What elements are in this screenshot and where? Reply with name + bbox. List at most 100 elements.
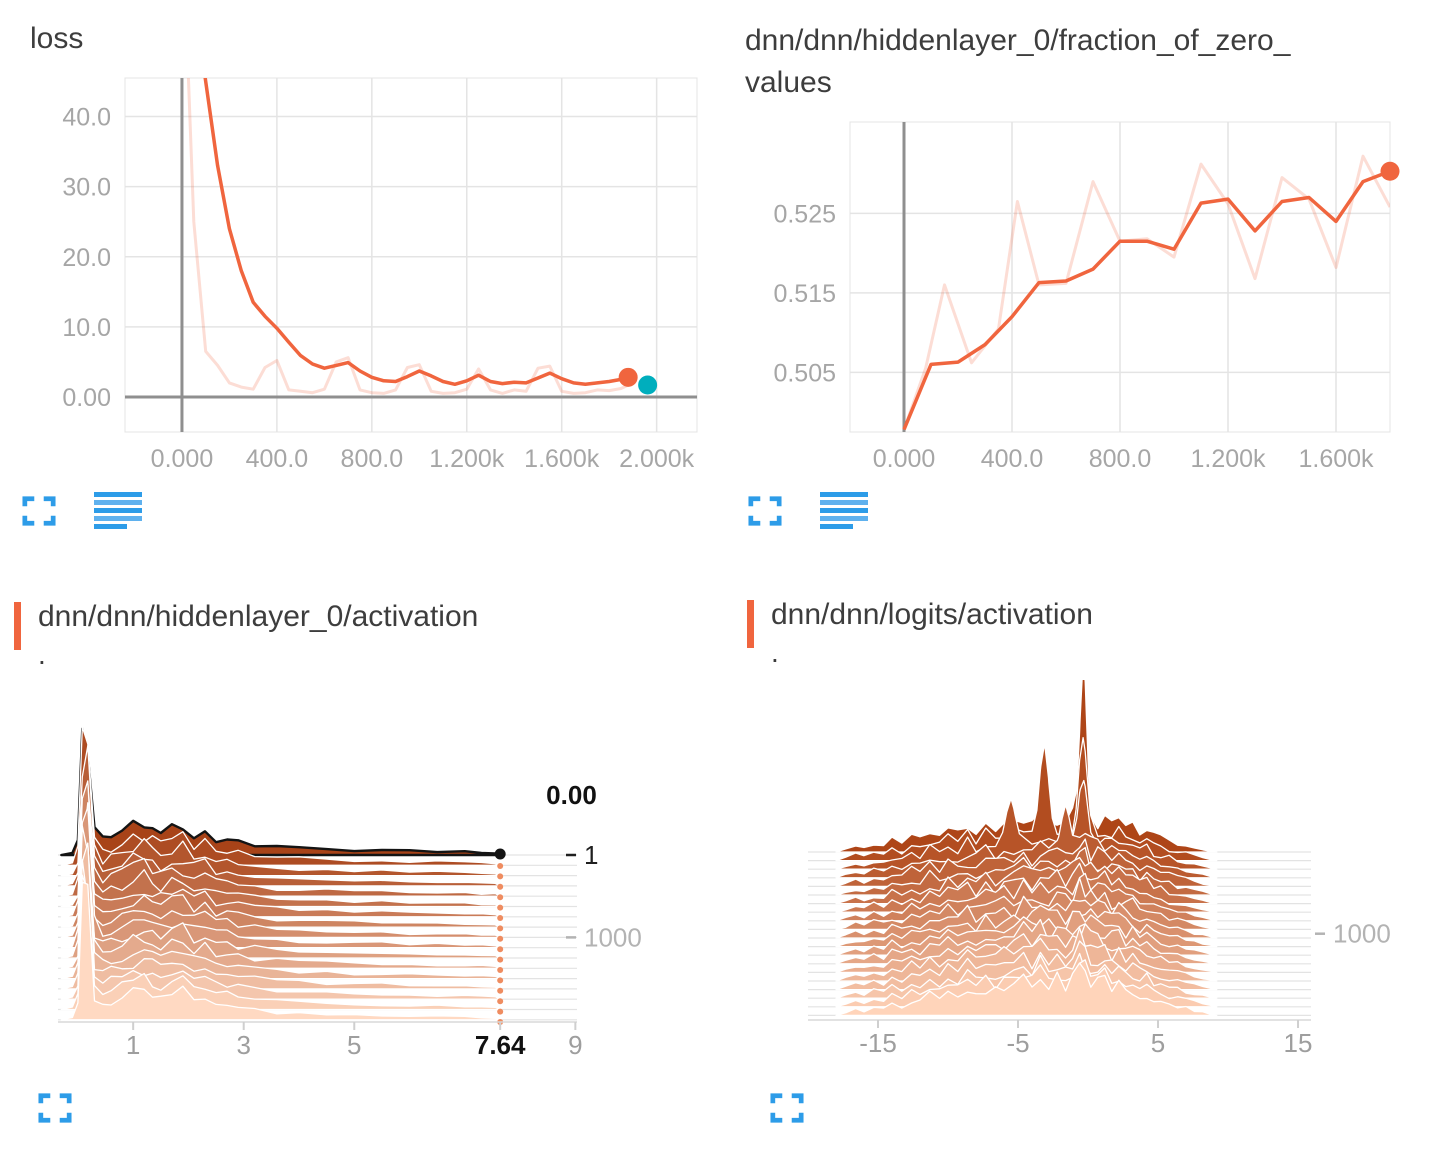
endpoint-dot[interactable] — [638, 375, 658, 395]
run-color-bar — [747, 600, 754, 648]
tick-label: 1.200k — [429, 445, 505, 473]
histogram-ridge[interactable] — [60, 842, 501, 990]
marker-dot — [497, 967, 504, 973]
tick-label: 800.0 — [341, 445, 404, 473]
series-smoothed — [902, 169, 1390, 431]
histogram-ridge[interactable] — [835, 962, 1218, 1017]
chart-title-hiddenlayer-activation: dnn/dnn/hiddenlayer_0/activation — [38, 600, 479, 633]
tick-label: 0.000 — [873, 445, 936, 473]
step-axis-label: 1000 — [1333, 919, 1391, 949]
tick-label: 5 — [347, 1030, 361, 1060]
tick-label: 1.600k — [524, 445, 600, 473]
marker-dot — [497, 935, 504, 942]
chart-subtitle: . — [38, 639, 46, 670]
histogram-ridge[interactable] — [835, 779, 1218, 870]
marker-dot — [497, 894, 504, 901]
marker-dot — [497, 998, 504, 1005]
marker-dot — [497, 977, 504, 984]
tick-label: 0.505 — [773, 359, 836, 387]
fullscreen-button[interactable] — [38, 1092, 72, 1124]
run-selector-button[interactable] — [94, 492, 142, 530]
run-color-bar — [14, 602, 21, 650]
marker-dot — [497, 925, 504, 932]
histogram-ridge-highlighted[interactable] — [60, 727, 502, 857]
chart-title-logits-activation: dnn/dnn/logits/activation — [771, 598, 1093, 631]
tick-label: 1 — [126, 1030, 140, 1060]
tick-label: -15 — [859, 1028, 897, 1058]
fullscreen-button[interactable] — [22, 495, 56, 527]
tick-label: 40.0 — [62, 104, 111, 132]
marker-dot — [497, 987, 504, 994]
run-selector-icon — [94, 492, 142, 529]
tick-label: 0.00 — [62, 384, 111, 412]
fullscreen-icon — [748, 496, 782, 526]
histogram-ridge[interactable] — [60, 798, 501, 908]
histogram-ridge[interactable] — [60, 874, 501, 1011]
histogram-ridge[interactable] — [60, 780, 501, 928]
histogram-ridge[interactable] — [60, 745, 501, 887]
marker-dot — [497, 863, 504, 869]
histogram-ridge[interactable] — [60, 859, 501, 1000]
histogram-ridge[interactable] — [60, 782, 501, 897]
tick-label: 400.0 — [246, 445, 309, 473]
tick-label: 1.200k — [1190, 445, 1266, 473]
chart-subtitle: . — [771, 637, 779, 668]
tick-label: 0.525 — [773, 200, 836, 228]
tick-label: 1.600k — [1298, 445, 1374, 473]
histogram-ridge[interactable] — [60, 726, 501, 866]
histogram-ridge[interactable] — [60, 781, 501, 877]
step-axis-label: 1000 — [584, 922, 642, 952]
endpoint-dot[interactable] — [1380, 161, 1400, 181]
histogram-ridge[interactable] — [60, 881, 501, 1021]
marker-dot — [497, 883, 504, 890]
histogram-ridge[interactable] — [60, 806, 501, 949]
tick-label: 10.0 — [62, 314, 111, 342]
loss-canvas[interactable]: 40.0 30.0 20.0 10.0 0.00 0.000 400.0 800.0 1.200… — [0, 60, 723, 485]
tick-label: 800.0 — [1089, 445, 1152, 473]
tick-label: 30.0 — [62, 174, 111, 202]
tick-label: -5 — [1006, 1028, 1029, 1058]
histogram-ridge[interactable] — [60, 845, 501, 980]
title-line-1: dnn/dnn/hiddenlayer_0/fraction_of_zero_ — [745, 24, 1291, 57]
tick-label: 0.515 — [773, 280, 836, 308]
fullscreen-button[interactable] — [748, 495, 782, 527]
chart-card-logits-activation: dnn/dnn/logits/activation . 1000 -15 -5 5 15 — [723, 580, 1446, 1162]
tick-label: 400.0 — [981, 445, 1044, 473]
tick-label: 2.000k — [619, 445, 695, 473]
histogram-ridge[interactable] — [835, 736, 1218, 862]
marker-cursor-dot — [494, 848, 506, 860]
marker-dot — [497, 915, 504, 921]
marker-dot — [497, 904, 504, 911]
run-selector-icon — [820, 492, 868, 529]
chart-card-loss: loss 40.0 30.0 20.0 10.0 0.00 0.000 400.0 800.0… — [0, 0, 723, 580]
histogram-ridge[interactable] — [60, 843, 501, 959]
title-line-2: values — [745, 66, 832, 99]
histogram-ridge[interactable] — [60, 825, 501, 969]
endpoint-dot[interactable] — [618, 367, 638, 387]
chart-title-fraction-of-zero: dnn/dnn/hiddenlayer_0/fraction_of_zero_ … — [745, 20, 1290, 104]
plot-border — [849, 121, 1391, 433]
marker-dot — [497, 1008, 504, 1015]
plot-border — [124, 77, 698, 433]
run-selector-button[interactable] — [820, 492, 868, 530]
marker-dot — [497, 946, 504, 953]
tick-label: 3 — [236, 1030, 250, 1060]
tick-label: 7.64 — [475, 1030, 526, 1060]
fullscreen-icon — [770, 1093, 804, 1123]
tick-label: 5 — [1151, 1028, 1165, 1058]
fraction_of_zero-canvas[interactable]: 0.525 0.515 0.505 0.000 400.0 800.0 1.200k 1.60… — [723, 100, 1446, 480]
chart-title-loss: loss — [30, 22, 84, 55]
histogram-ridge[interactable] — [835, 680, 1218, 853]
hiddenlayer_activation-canvas[interactable]: 0.00 1 1000 1 3 5 7.64 9 — [0, 680, 723, 1080]
fullscreen-icon — [22, 496, 56, 526]
tick-label: 0.000 — [151, 445, 214, 473]
logits_activation-canvas[interactable]: 1000 -15 -5 5 15 — [723, 680, 1446, 1080]
tick-label: 15 — [1284, 1028, 1313, 1058]
fullscreen-icon — [38, 1093, 72, 1123]
histogram-ridge[interactable] — [60, 802, 501, 939]
marker-dot — [497, 956, 504, 963]
fullscreen-button[interactable] — [770, 1092, 804, 1124]
marker-value-label: 0.00 — [546, 780, 597, 810]
